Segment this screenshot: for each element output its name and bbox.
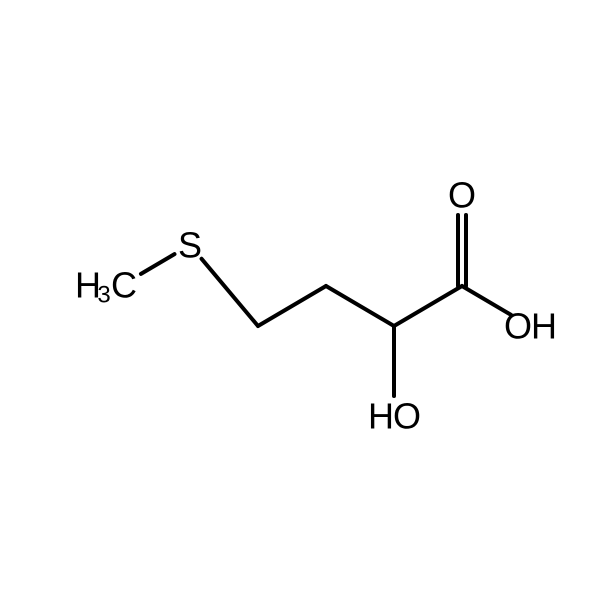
- atom-label-C_me-3: 3: [97, 282, 110, 309]
- atom-label-O_oh2-H: H: [531, 306, 557, 347]
- atom-label-layer: H3CSOOHHO: [75, 175, 557, 437]
- atom-label-O_oh1-O: O: [393, 396, 421, 437]
- atom-label-O_dbl-O: O: [448, 175, 476, 216]
- atom-label-C_me-C: C: [111, 265, 137, 306]
- molecule-diagram: H3CSOOHHO: [0, 0, 600, 600]
- atom-label-S-S: S: [178, 225, 202, 266]
- atom-label-O_oh2-O: O: [504, 306, 532, 347]
- atom-label-O_oh1-H: H: [368, 396, 394, 437]
